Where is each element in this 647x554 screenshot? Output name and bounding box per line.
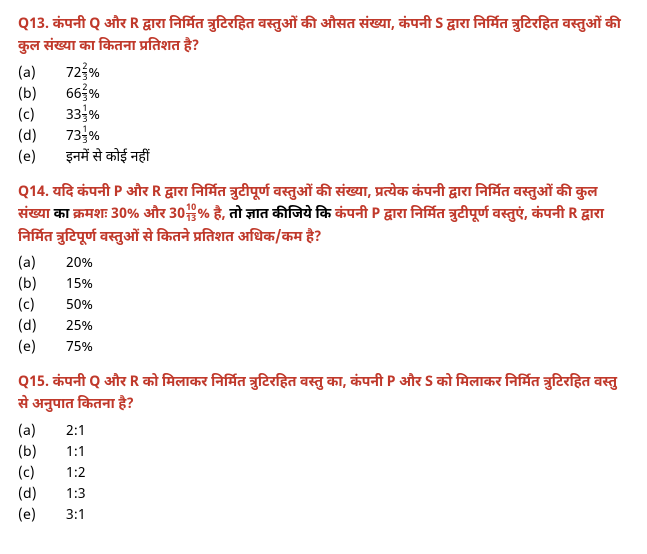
- question-body: कंपनी Q और R को मिलाकर निर्मित त्रुटिरहि…: [18, 373, 617, 414]
- option-value: 1:2: [66, 463, 86, 484]
- option-value: 66 23 %: [66, 84, 100, 105]
- option-row: (d) 73 13 %: [18, 126, 629, 147]
- option-row: (b) 15%: [18, 274, 629, 295]
- option-row: (c) 50%: [18, 295, 629, 316]
- option-label: (d): [18, 316, 66, 337]
- option-row: (b) 66 23 %: [18, 84, 629, 105]
- fraction: 23: [82, 63, 87, 83]
- question-body-seg: तो ज्ञात कीजिये कि: [226, 205, 335, 224]
- question-label: Q13.: [18, 15, 49, 34]
- question-14-text: Q14. यदि कंपनी P और R द्वारा निर्मित त्र…: [18, 182, 629, 249]
- option-value: 20%: [66, 253, 93, 274]
- question-14-options: (a) 20% (b) 15% (c) 50% (d) 25% (e) 75%: [18, 253, 629, 358]
- option-label: (a): [18, 63, 66, 84]
- option-label: (b): [18, 84, 66, 105]
- option-row: (c) 1:2: [18, 463, 629, 484]
- option-value: 2:1: [66, 421, 86, 442]
- option-label: (e): [18, 337, 66, 358]
- option-label: (b): [18, 274, 66, 295]
- fraction: 13: [82, 105, 87, 125]
- option-label: (d): [18, 484, 66, 505]
- option-label: (c): [18, 105, 66, 126]
- fraction: 23: [82, 84, 87, 104]
- option-label: (a): [18, 421, 66, 442]
- fraction: 13: [82, 126, 87, 146]
- option-row: (c) 33 13 %: [18, 105, 629, 126]
- option-value: 1:3: [66, 484, 86, 505]
- option-value: 75%: [66, 337, 93, 358]
- question-15-text: Q15. कंपनी Q और R को मिलाकर निर्मित त्रु…: [18, 372, 629, 417]
- question-15-options: (a) 2:1 (b) 1:1 (c) 1:2 (d) 1:3 (e) 3:1: [18, 421, 629, 526]
- question-13-options: (a) 72 23 % (b) 66 23 % (c) 33 13 % (d: [18, 63, 629, 168]
- option-row: (b) 1:1: [18, 442, 629, 463]
- option-row: (a) 20%: [18, 253, 629, 274]
- question-body: कंपनी Q और R द्वारा निर्मित त्रुटिरहित व…: [18, 15, 621, 56]
- question-body-seg: का: [50, 205, 73, 224]
- option-value: 72 23 %: [66, 63, 100, 84]
- option-value: 1:1: [66, 442, 86, 463]
- question-body-seg: क्रमशः 30% और 301013% है,: [73, 205, 226, 224]
- option-label: (d): [18, 126, 66, 147]
- option-value: इनमें से कोई नहीं: [66, 147, 149, 168]
- question-13-text: Q13. कंपनी Q और R द्वारा निर्मित त्रुटिर…: [18, 14, 629, 59]
- option-value: 73 13 %: [66, 126, 100, 147]
- option-row: (e) इनमें से कोई नहीं: [18, 147, 629, 168]
- option-value: 33 13 %: [66, 105, 100, 126]
- option-value: 50%: [66, 295, 93, 316]
- option-label: (a): [18, 253, 66, 274]
- option-row: (e) 75%: [18, 337, 629, 358]
- option-label: (c): [18, 295, 66, 316]
- fraction: 1013: [186, 204, 196, 224]
- option-label: (b): [18, 442, 66, 463]
- question-13: Q13. कंपनी Q और R द्वारा निर्मित त्रुटिर…: [18, 14, 629, 168]
- option-row: (d) 25%: [18, 316, 629, 337]
- option-row: (d) 1:3: [18, 484, 629, 505]
- option-value: 15%: [66, 274, 93, 295]
- option-value: 25%: [66, 316, 93, 337]
- question-label: Q15.: [18, 373, 49, 392]
- question-15: Q15. कंपनी Q और R को मिलाकर निर्मित त्रु…: [18, 372, 629, 526]
- question-14: Q14. यदि कंपनी P और R द्वारा निर्मित त्र…: [18, 182, 629, 358]
- option-row: (a) 2:1: [18, 421, 629, 442]
- question-label: Q14.: [18, 183, 49, 202]
- option-row: (a) 72 23 %: [18, 63, 629, 84]
- option-label: (c): [18, 463, 66, 484]
- option-label: (e): [18, 147, 66, 168]
